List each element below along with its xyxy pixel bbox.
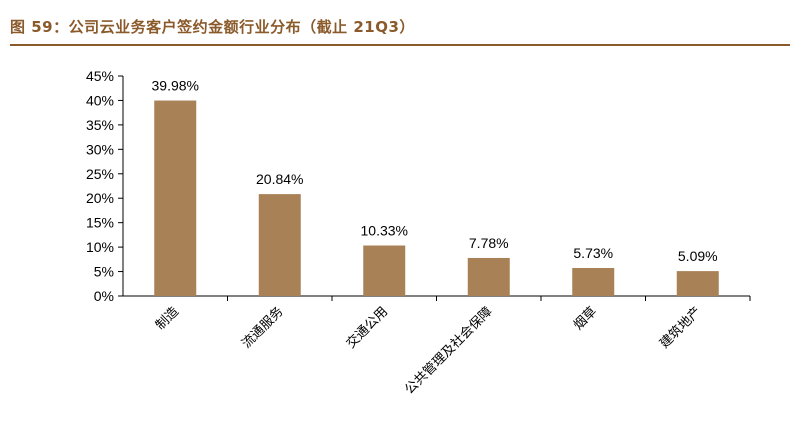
category-label: 交通公用 bbox=[343, 304, 391, 352]
data-label: 20.84% bbox=[256, 171, 303, 187]
data-label: 5.73% bbox=[573, 245, 613, 261]
chart-title: 图 59：公司云业务客户签约金额行业分布（截止 21Q3） bbox=[10, 18, 415, 36]
bar bbox=[363, 245, 406, 296]
category-label: 流通服务 bbox=[238, 304, 286, 352]
data-label: 10.33% bbox=[361, 222, 408, 238]
y-tick-label: 15% bbox=[86, 215, 114, 231]
category-label: 公共管理及社会保障 bbox=[402, 304, 496, 398]
y-tick-label: 20% bbox=[86, 190, 114, 206]
title-bar: 图 59：公司云业务客户签约金额行业分布（截止 21Q3） bbox=[10, 14, 790, 46]
bar bbox=[572, 267, 615, 296]
data-label: 5.09% bbox=[678, 248, 718, 264]
data-label: 39.98% bbox=[152, 78, 199, 94]
bar bbox=[258, 194, 301, 296]
y-tick-label: 25% bbox=[86, 166, 114, 182]
bar bbox=[676, 271, 719, 296]
data-label: 7.78% bbox=[469, 235, 509, 251]
category-label: 制造 bbox=[153, 304, 182, 333]
category-label: 建筑地产 bbox=[656, 304, 704, 352]
bar bbox=[154, 100, 197, 296]
y-tick-label: 30% bbox=[86, 141, 114, 157]
y-tick-label: 45% bbox=[86, 68, 114, 84]
category-label: 烟草 bbox=[571, 304, 600, 333]
bar bbox=[467, 257, 510, 296]
y-tick-label: 5% bbox=[94, 264, 114, 280]
y-tick-label: 40% bbox=[86, 92, 114, 108]
y-tick-label: 10% bbox=[86, 239, 114, 255]
y-tick-label: 35% bbox=[86, 117, 114, 133]
y-tick-label: 0% bbox=[94, 288, 114, 304]
